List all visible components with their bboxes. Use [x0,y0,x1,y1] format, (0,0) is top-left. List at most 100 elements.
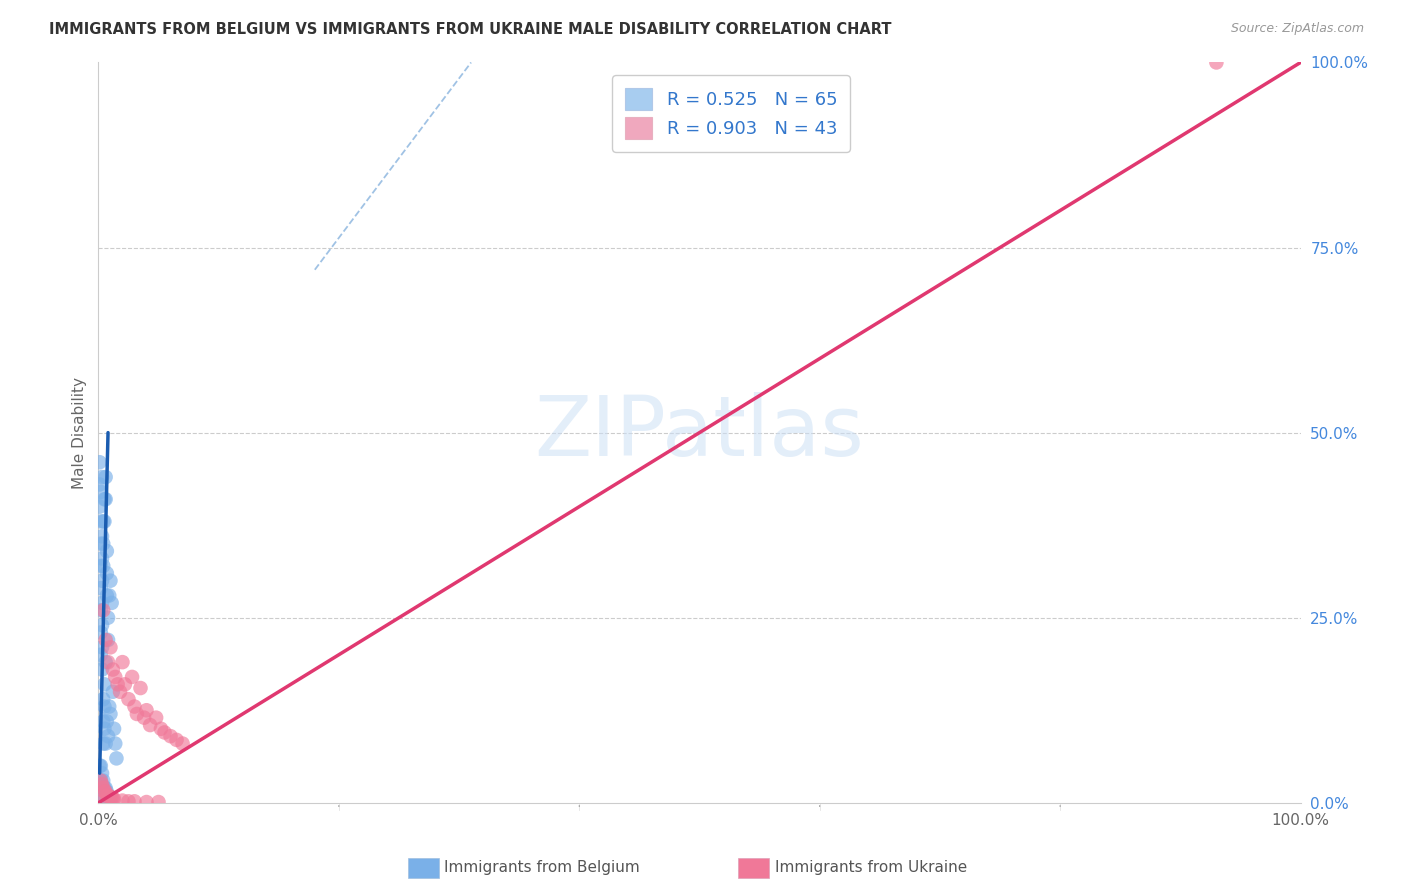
Point [91,663,114,677]
Point [91,773,114,788]
Point [89,477,111,491]
Point [153,725,176,739]
Point [97,655,120,669]
Point [94,470,117,484]
Text: ZIPatlas: ZIPatlas [534,392,865,473]
Point [96,589,118,603]
Point [135,795,157,809]
Point [91,558,114,573]
Point [125,706,148,721]
Point [108,685,131,699]
Point [93,699,115,714]
Point [91,640,114,655]
Point [159,729,181,743]
Point [97,789,120,803]
Point [96,789,118,803]
Point [104,670,127,684]
Point [90,603,112,617]
Point [93,780,115,795]
Point [100,706,122,721]
Point [93,785,115,799]
Point [117,692,139,706]
Point [93,515,115,529]
Point [124,699,146,714]
Point [91,692,114,706]
Point [90,484,112,499]
Point [101,685,124,699]
Point [132,711,155,725]
Point [100,789,122,804]
Point [172,737,194,751]
Point [90,625,112,640]
Point [90,758,112,772]
Point [94,632,117,647]
Point [90,515,112,529]
Point [97,632,120,647]
Point [90,558,112,573]
Point [104,737,127,751]
Text: Immigrants from Ukraine: Immigrants from Ukraine [775,861,967,875]
Point [94,780,117,795]
Text: Source: ZipAtlas.com: Source: ZipAtlas.com [1230,22,1364,36]
Point [94,785,117,799]
Point [91,515,114,529]
Point [135,703,157,717]
Point [93,492,115,507]
Point [91,529,114,543]
Point [91,537,114,551]
Point [121,670,143,684]
Point [90,537,112,551]
Point [90,773,112,788]
Point [101,791,124,805]
Point [101,663,124,677]
Point [91,766,114,780]
Point [89,500,111,514]
Point [107,677,129,691]
Y-axis label: Male Disability: Male Disability [72,376,87,489]
Point [96,566,118,581]
Point [98,699,121,714]
Point [91,470,114,484]
Point [90,773,112,788]
Point [91,574,114,588]
Point [91,596,114,610]
Point [100,574,122,588]
Text: IMMIGRANTS FROM BELGIUM VS IMMIGRANTS FROM UKRAINE MALE DISABILITY CORRELATION C: IMMIGRANTS FROM BELGIUM VS IMMIGRANTS FR… [49,22,891,37]
Point [90,581,112,595]
Point [148,795,170,809]
Point [96,544,118,558]
Point [94,492,117,507]
Point [91,618,114,632]
Point [89,758,111,772]
Point [117,794,139,808]
Point [96,785,118,799]
Text: Immigrants from Belgium: Immigrants from Belgium [444,861,640,875]
Point [129,681,152,695]
Point [149,722,172,736]
Point [89,773,111,788]
Point [100,596,122,610]
Point [100,790,122,805]
Point [98,789,121,804]
Point [114,677,136,691]
Point [91,714,114,729]
Point [91,603,114,617]
Point [103,792,125,806]
Point [97,789,120,803]
Point [97,611,120,625]
Point [100,640,122,655]
Point [94,737,117,751]
Point [91,780,114,795]
Point [90,648,112,662]
Point [166,732,188,747]
Point [111,655,134,669]
Point [91,737,114,751]
Legend: R = 0.525   N = 65, R = 0.903   N = 43: R = 0.525 N = 65, R = 0.903 N = 43 [613,75,849,152]
Point [94,655,117,669]
Point [98,792,121,806]
Point [105,751,128,765]
Point [97,729,120,743]
Point [111,794,134,808]
Point [89,795,111,809]
Point [124,794,146,808]
